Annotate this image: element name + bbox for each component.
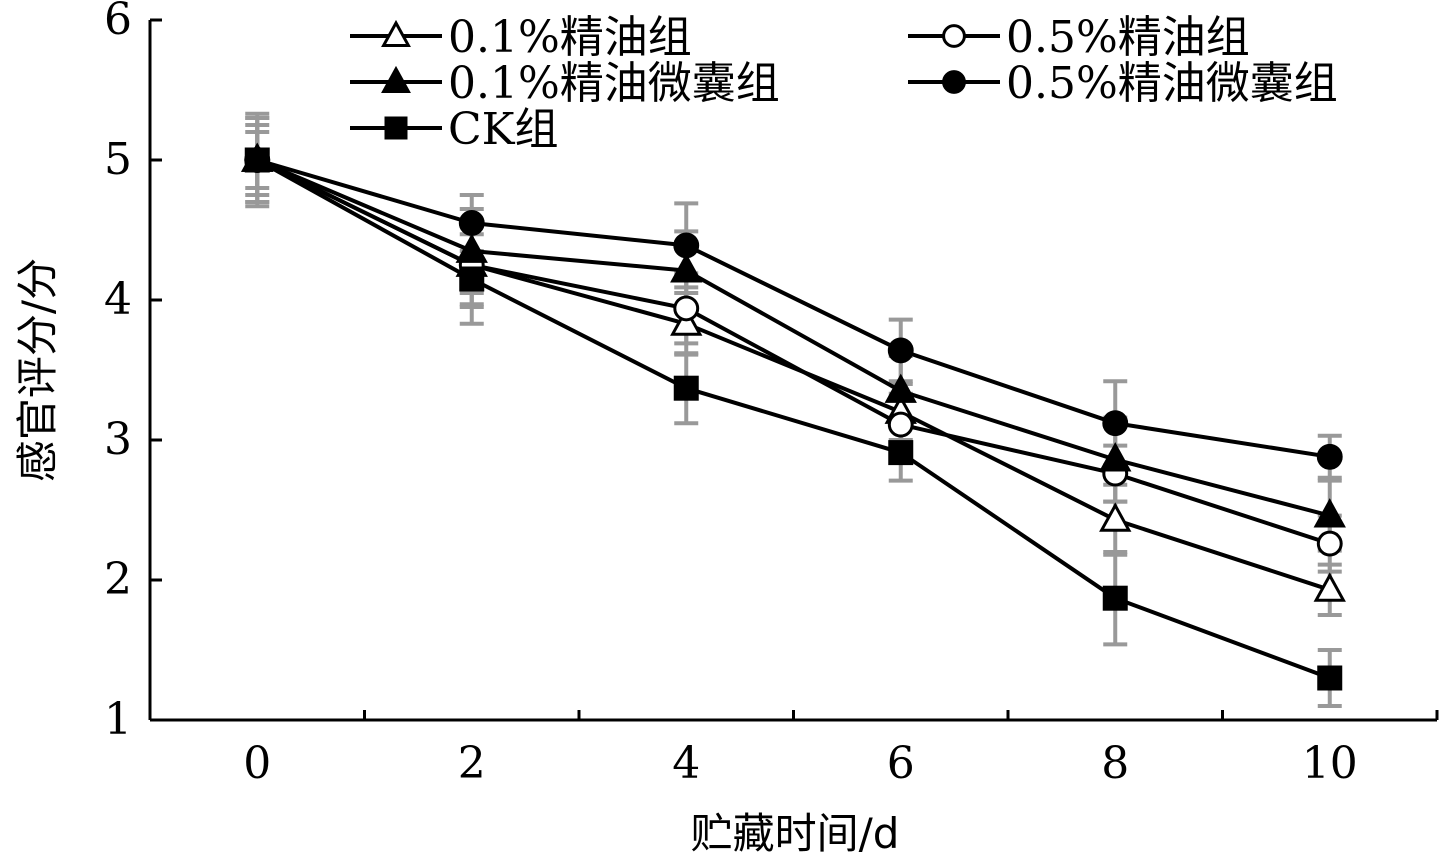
x-tick-label: 10 — [1302, 738, 1358, 789]
data-point-marker — [670, 306, 703, 336]
legend-marker — [942, 70, 966, 94]
error-bars — [245, 111, 1342, 708]
data-point-marker — [1099, 502, 1132, 532]
data-point-marker — [244, 147, 270, 173]
data-point-marker — [459, 266, 485, 292]
data-point-marker — [887, 337, 914, 364]
y-tick-label: 4 — [104, 274, 132, 325]
data-point-marker — [1099, 442, 1132, 472]
y-tick-label: 5 — [104, 134, 132, 185]
data-point-marker — [455, 233, 488, 263]
y-tick-label: 2 — [104, 554, 132, 605]
series-line — [256, 158, 1331, 546]
data-point-marker — [1313, 572, 1346, 602]
data-point-marker — [887, 411, 914, 438]
data-point-marker — [1313, 498, 1346, 528]
x-tick-label: 8 — [1101, 738, 1129, 789]
x-tick-label: 0 — [243, 738, 271, 789]
series-line — [256, 158, 1331, 518]
data-point-marker — [1102, 585, 1128, 611]
series-line — [256, 158, 1331, 592]
series-line — [256, 158, 1331, 680]
data-point-marker — [884, 373, 917, 403]
data-point-marker — [1317, 665, 1343, 691]
legend-label: 0.1%精油组 — [448, 12, 692, 63]
x-axis-title: 贮藏时间/d — [691, 809, 900, 858]
data-point-marker — [670, 253, 703, 283]
legend-marker — [381, 19, 411, 47]
series-line — [256, 158, 1331, 459]
legend-label: 0.5%精油微囊组 — [1006, 58, 1338, 109]
data-point-marker — [888, 440, 914, 466]
legend-label: CK组 — [448, 104, 559, 155]
y-tick-label: 3 — [104, 414, 132, 465]
x-tick-label: 4 — [672, 738, 700, 789]
data-point-marker — [1102, 410, 1129, 437]
legend-marker — [381, 65, 411, 93]
legend-marker — [942, 24, 966, 48]
legend-label: 0.1%精油微囊组 — [448, 58, 780, 109]
y-tick-label: 6 — [104, 0, 132, 45]
y-axis-title: 感官评分/分 — [13, 258, 62, 482]
y-tick-label: 1 — [104, 694, 132, 745]
legend-marker — [384, 116, 408, 140]
data-point-marker — [673, 295, 700, 322]
data-point-marker — [458, 210, 485, 236]
data-point-marker — [1316, 443, 1343, 470]
x-tick-label: 2 — [458, 738, 486, 789]
data-point-marker — [1316, 530, 1343, 557]
ticks: 1 2 3 4 5 6 0 2 4 6 8 10 — [104, 0, 1439, 789]
data-point-marker — [673, 232, 700, 259]
legend-label: 0.5%精油组 — [1006, 12, 1250, 63]
series-lines — [256, 158, 1331, 680]
legend: 0.1%精油组 0.5%精油组 0.1%精油微囊组 0.5%精油微囊组 CK组 — [350, 12, 1338, 155]
series-markers — [241, 142, 1346, 691]
x-tick-label: 6 — [887, 738, 915, 789]
data-point-marker — [673, 375, 699, 401]
